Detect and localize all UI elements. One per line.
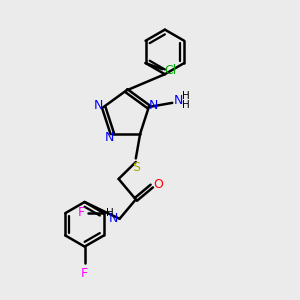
Text: S: S (132, 161, 140, 174)
Text: N: N (104, 131, 114, 144)
Text: Cl: Cl (165, 64, 177, 77)
Text: H: H (106, 208, 114, 218)
Text: O: O (153, 178, 163, 191)
Text: F: F (81, 266, 88, 280)
Text: H: H (182, 91, 190, 101)
Text: N: N (94, 99, 103, 112)
Text: H: H (182, 100, 190, 110)
Text: F: F (78, 206, 85, 219)
Text: N: N (174, 94, 183, 107)
Text: N: N (149, 99, 159, 112)
Text: N: N (109, 212, 118, 225)
